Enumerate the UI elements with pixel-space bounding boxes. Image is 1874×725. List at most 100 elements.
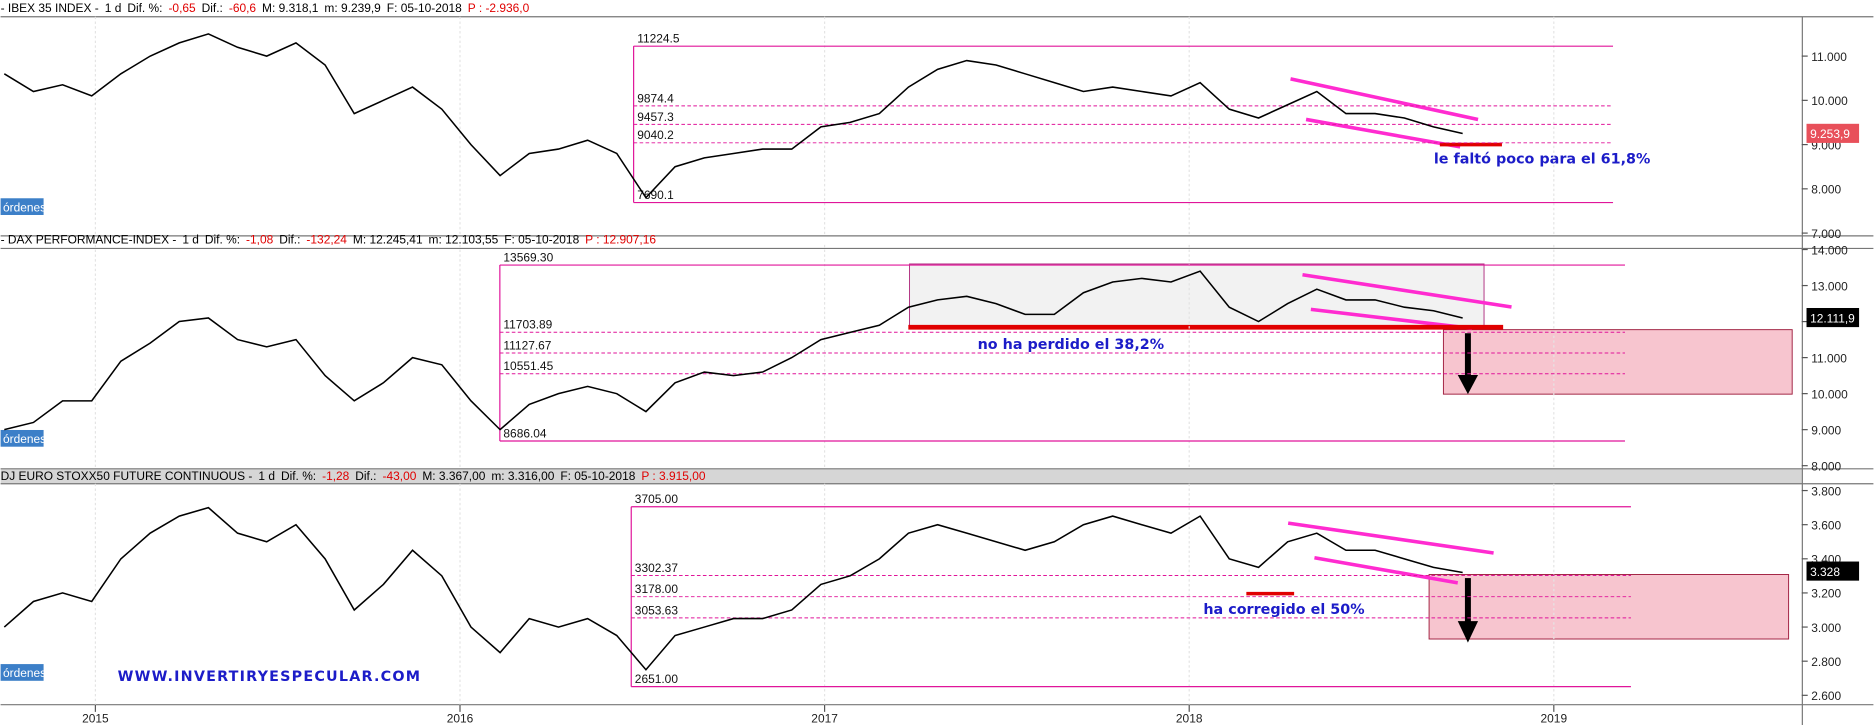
header-item: F: 05-10-2018	[504, 233, 579, 247]
header-item: P : 12.907,16	[585, 233, 656, 247]
y-tick-label: 3.600	[1811, 518, 1841, 532]
x-tick-label: 2018	[1176, 712, 1203, 725]
orders-label[interactable]: órdenes	[3, 432, 46, 446]
x-tick-label: 2017	[811, 712, 838, 725]
last-price-tag	[1806, 123, 1860, 143]
header-item: Dif.:	[355, 469, 376, 483]
y-tick-label: 11.000	[1811, 50, 1847, 64]
header-item: Dif. %:	[205, 233, 240, 247]
fib-label: 9040.2	[637, 128, 674, 142]
fib-label: 8686.04	[503, 426, 547, 440]
header-item: m: 3.316,00	[491, 469, 554, 483]
trendline	[1287, 521, 1494, 555]
last-price-label: 9.253,9	[1810, 127, 1850, 141]
annotation: no ha perdido el 38,2%	[978, 337, 1165, 353]
y-tick-label: 3.000	[1811, 621, 1841, 635]
fib-label: 7690.1	[637, 188, 674, 202]
orders-button[interactable]: órdenes	[0, 664, 47, 681]
panel-header: - IBEX 35 INDEX - 1 d Dif. %: -0,65 Dif.: -60…	[1, 1, 530, 15]
y-tick-label: 8.000	[1811, 459, 1841, 473]
header-item: Dif. %:	[127, 1, 162, 15]
y-tick-label: 14.000	[1811, 243, 1848, 257]
header-item: F: 05-10-2018	[387, 1, 462, 15]
price-line	[4, 270, 1463, 431]
y-tick-label: 2.800	[1811, 655, 1841, 669]
orders-button[interactable]: órdenes	[0, 198, 47, 215]
last-price-label: 3.328	[1810, 565, 1840, 579]
last-price-tag	[1806, 561, 1860, 581]
header-item: -1,08	[246, 233, 274, 247]
header-item: m: 9.239,9	[324, 1, 381, 15]
header-item: -132,24	[306, 233, 347, 247]
header-item: -60,6	[229, 1, 257, 15]
trendline	[1302, 272, 1512, 309]
price-line	[3, 33, 1463, 199]
header-item: -0,65	[168, 1, 196, 15]
header-item: M: 3.367,00	[422, 469, 485, 483]
header-item: Dif.:	[279, 233, 300, 247]
arrow	[1457, 578, 1479, 643]
y-tick-label: 3.200	[1811, 587, 1841, 601]
fib-label: 3178.00	[635, 582, 679, 596]
last-price-tag	[1806, 307, 1860, 328]
target-box	[1428, 574, 1790, 640]
header-item: 1 d	[258, 469, 275, 483]
header-item: P : 3.915,00	[641, 469, 706, 483]
fib-label: 11703.89	[503, 318, 552, 332]
fib-label: 11127.67	[503, 338, 551, 352]
orders-label[interactable]: órdenes	[3, 666, 46, 680]
fib-label: 13569.30	[503, 250, 553, 264]
header-item: 1 d	[182, 233, 199, 247]
header-item: M: 12.245,41	[353, 233, 423, 247]
annotation: ha corregido el 50%	[1203, 602, 1364, 618]
panel-header: DJ EURO STOXX50 FUTURE CONTINUOUS - 1 d Di…	[1, 469, 706, 483]
x-tick-label: 2019	[1541, 712, 1568, 725]
orders-label[interactable]: órdenes	[3, 200, 46, 214]
header-item: 1 d	[105, 1, 122, 15]
frame	[0, 16, 1874, 725]
last-price-label: 12.111,9	[1810, 311, 1855, 325]
x-tick-label: 2016	[447, 712, 474, 725]
header-item: F: 05-10-2018	[560, 469, 635, 483]
y-tick-label: 8.000	[1811, 183, 1841, 197]
trendline	[1305, 117, 1461, 149]
price-line	[3, 506, 1463, 671]
y-tick-label: 13.000	[1811, 279, 1848, 293]
arrow	[1457, 333, 1479, 395]
header-item: -1,28	[322, 469, 350, 483]
fib-label: 3053.63	[635, 603, 679, 617]
annotation: WWW.INVERTIRYESPECULAR.COM	[118, 669, 422, 685]
annotation: le faltó poco para el 61,8%	[1434, 152, 1651, 168]
fib-label: 11224.5	[637, 32, 680, 46]
fib-label: 3705.00	[635, 492, 679, 506]
y-tick-label: 11.000	[1811, 351, 1847, 365]
y-tick-label: 10.000	[1811, 94, 1848, 108]
panel-header: - DAX PERFORMANCE-INDEX - 1 d Dif. %: -1,08…	[1, 233, 657, 247]
header-item: - IBEX 35 INDEX -	[1, 1, 99, 15]
y-tick-label: 7.000	[1811, 227, 1841, 241]
x-tick-label: 2015	[82, 712, 109, 725]
y-tick-label: 9.000	[1811, 423, 1841, 437]
header-item: -43,00	[382, 469, 416, 483]
header-item: Dif.:	[202, 1, 223, 15]
header-bar	[0, 469, 1802, 484]
header-item: Dif. %:	[281, 469, 316, 483]
fib-label: 3302.37	[635, 561, 679, 575]
header-item: M: 9.318,1	[262, 1, 319, 15]
fib-label: 10551.45	[503, 359, 553, 373]
y-tick-label: 3.800	[1811, 484, 1841, 498]
header-item: DJ EURO STOXX50 FUTURE CONTINUOUS -	[1, 469, 253, 483]
trendline	[1290, 77, 1479, 122]
header-item: - DAX PERFORMANCE-INDEX -	[1, 233, 177, 247]
fib-label: 9457.3	[637, 110, 674, 124]
y-tick-label: 2.600	[1811, 689, 1841, 703]
y-tick-label: 10.000	[1811, 387, 1848, 401]
orders-button[interactable]: órdenes	[0, 429, 47, 447]
trendline	[1314, 556, 1459, 585]
header-item: P : -2.936,0	[468, 1, 530, 15]
fib-label: 2651.00	[635, 672, 679, 686]
fib-label: 9874.4	[637, 91, 674, 105]
header-item: m: 12.103,55	[429, 233, 499, 247]
